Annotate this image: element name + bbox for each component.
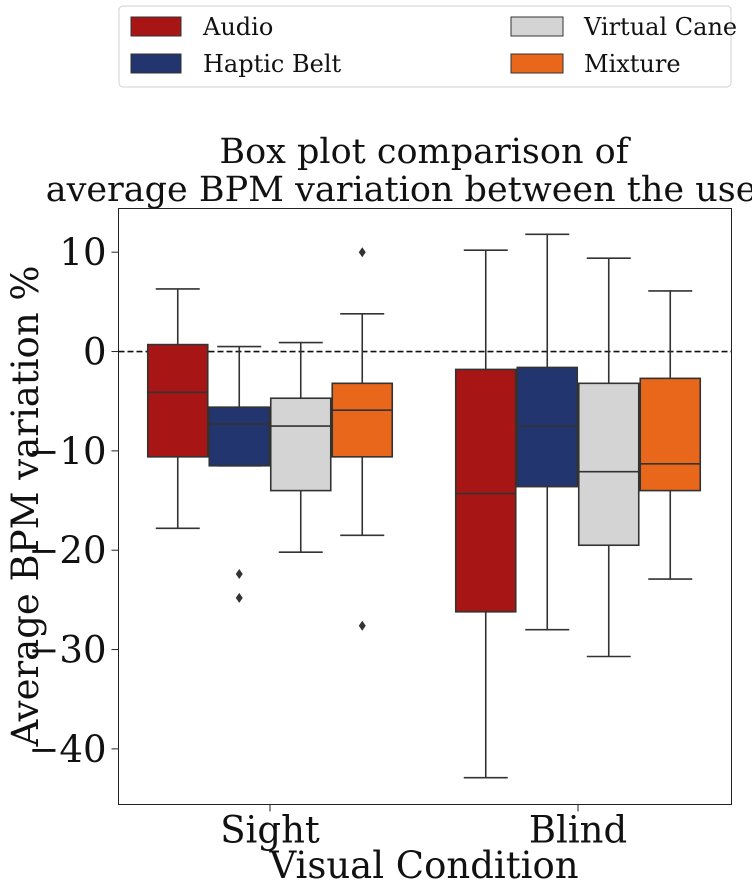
x-axis: Sight Blind <box>220 804 627 852</box>
x-axis-label: Visual Condition <box>268 844 578 887</box>
legend-label-audio: Audio <box>202 13 273 41</box>
y-tick-label: −40 <box>28 728 106 771</box>
y-axis-label: Average BPM variation % <box>4 265 47 747</box>
legend-label-haptic-belt: Haptic Belt <box>203 50 342 78</box>
box-series <box>146 233 702 779</box>
chart-title-line-2: average BPM variation between the users. <box>46 170 752 210</box>
box-body <box>639 377 702 492</box>
outlier-point <box>235 592 243 603</box>
y-axis: 10 0 −10 −20 −30 −40 <box>28 231 119 771</box>
box-body <box>208 406 271 467</box>
box-body <box>516 366 579 488</box>
legend-swatch-audio <box>130 16 182 37</box>
box-audio-sight <box>146 288 209 530</box>
legend-label-virtual-cane: Virtual Cane <box>583 13 737 41</box>
box-haptic-belt-blind <box>516 233 579 631</box>
legend-swatch-virtual-cane <box>510 16 564 37</box>
y-tick-label: −30 <box>28 629 106 672</box>
box-mixture-blind <box>639 290 702 580</box>
box-mixture-sight <box>331 247 394 631</box>
box-body <box>577 382 640 547</box>
chart-title-line-1: Box plot comparison of <box>219 132 631 172</box>
outlier-point <box>358 247 366 258</box>
box-body <box>269 397 332 492</box>
x-tick-label: Sight <box>220 809 320 852</box>
legend-swatch-haptic-belt <box>130 53 182 74</box>
y-tick-label: −10 <box>28 430 106 473</box>
y-tick-label: −20 <box>28 529 106 572</box>
box-body <box>146 343 209 458</box>
legend-swatch-mixture <box>510 53 564 74</box>
box-virtual-cane-sight <box>269 341 332 553</box>
box-audio-blind <box>454 249 517 779</box>
legend-frame <box>118 5 732 88</box>
box-virtual-cane-blind <box>577 257 640 658</box>
x-tick-label: Blind <box>529 809 627 852</box>
legend: Audio Haptic Belt Virtual Cane Mixture <box>118 5 737 88</box>
box-body <box>454 368 517 613</box>
legend-label-mixture: Mixture <box>584 50 681 78</box>
y-tick-label: 10 <box>59 231 106 274</box>
y-tick-label: 0 <box>83 331 107 374</box>
box-body <box>331 382 394 458</box>
outlier-point <box>358 620 366 631</box>
box-haptic-belt-sight <box>208 345 271 603</box>
outlier-point <box>235 569 243 580</box>
